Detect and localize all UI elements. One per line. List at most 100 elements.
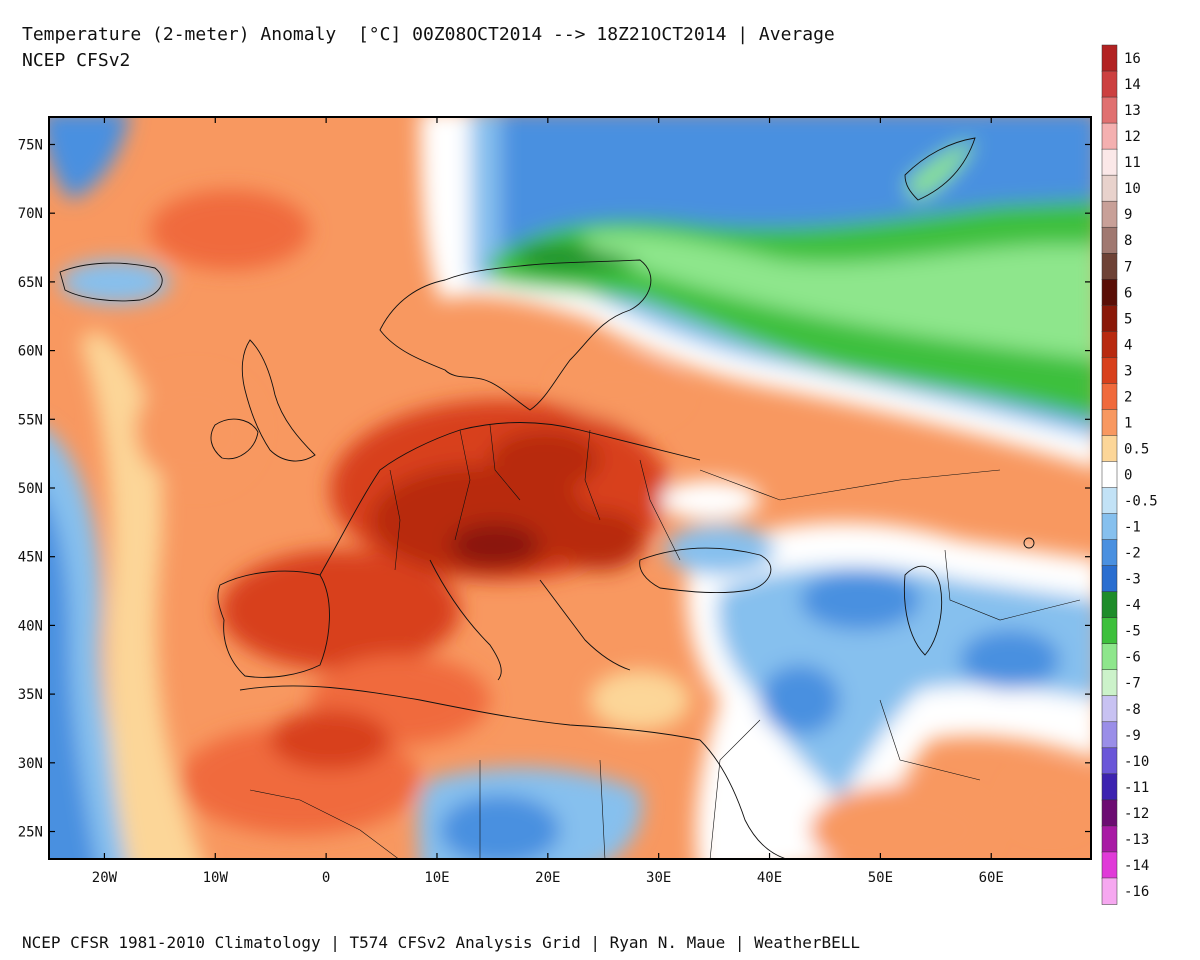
lat-tick-label: 65N — [18, 275, 43, 291]
colorbar-label: 2 — [1124, 389, 1132, 405]
caspian-coast — [903, 565, 943, 656]
lon-tick-label: 0 — [322, 870, 330, 886]
longitude-axis: 20W 10W 0 10E 20E 30E 40E 50E 60E — [92, 117, 1004, 886]
colorbar-swatch — [1101, 226, 1118, 254]
italy-coast — [429, 559, 502, 681]
romania-warm-core — [555, 510, 645, 570]
colorbar-label: 9 — [1124, 207, 1132, 223]
ireland-warm — [135, 375, 255, 485]
lat-tick-label: 75N — [18, 137, 43, 153]
colorbar-label: -4 — [1124, 598, 1141, 614]
lon-tick-label: 20E — [535, 870, 560, 886]
colorbar-swatch — [1101, 279, 1118, 307]
colorbar-swatch — [1101, 487, 1118, 515]
colorbar-label: -8 — [1124, 702, 1141, 718]
caspian-cool-core — [800, 570, 920, 630]
lat-tick-label: 70N — [18, 206, 43, 222]
north-atlantic-warm — [150, 190, 310, 270]
iberia-coast — [217, 570, 330, 678]
country-borders — [389, 424, 1081, 621]
iceland-cool — [60, 260, 170, 304]
great-britain-coast — [241, 339, 316, 462]
arabia-warm — [810, 785, 990, 859]
colorbar-swatch — [1101, 409, 1118, 437]
ireland-coast — [210, 418, 259, 460]
scandinavia-coast — [379, 259, 652, 411]
russia-cold-core — [580, 232, 1091, 359]
colorbar-label: 10 — [1124, 181, 1141, 197]
colorbar-label: -10 — [1124, 754, 1149, 770]
colorbar-swatch — [1101, 200, 1118, 228]
colorbar-legend: 16 14 13 12 11 10 9 8 7 6 5 4 3 2 1 0.5 0 -0.5 -1 -2 -3 -4 -5 -… — [1101, 44, 1158, 905]
colorbar-label: 1 — [1124, 415, 1132, 431]
colorbar-label: -0.5 — [1124, 494, 1158, 510]
colorbar-swatch — [1101, 565, 1118, 593]
lon-tick-label: 20W — [92, 870, 118, 886]
africa-asia-borders — [249, 699, 981, 859]
ukraine-neutral — [660, 480, 760, 520]
north-africa-coast — [239, 685, 701, 741]
lon-tick-label: 60E — [979, 870, 1004, 886]
colorbar-swatch — [1101, 799, 1118, 827]
coastlines — [59, 137, 1035, 859]
map-title: Temperature (2-meter) Anomaly [°C] 00Z08… — [22, 24, 835, 45]
balkans-coast — [539, 579, 631, 671]
iceland-coast — [59, 262, 163, 302]
colorbar-swatch — [1101, 695, 1118, 723]
colorbar-label: 14 — [1124, 77, 1141, 93]
colorbar-swatch — [1101, 669, 1118, 697]
colorbar-label: -6 — [1124, 650, 1141, 666]
lon-tick-label: 40E — [757, 870, 782, 886]
colorbar-swatch — [1101, 461, 1118, 489]
gulf-warm — [1010, 770, 1090, 830]
eastern-med-pale — [590, 670, 690, 730]
colorbar-label: -2 — [1124, 546, 1141, 562]
iran-cool-core — [960, 630, 1060, 690]
lat-tick-label: 30N — [18, 756, 43, 772]
north-europe-coast — [319, 422, 701, 576]
footer-credit: NCEP CFSR 1981-2010 Climatology | T574 C… — [22, 933, 861, 952]
colorbar-swatch — [1101, 148, 1118, 176]
colorbar-swatch — [1101, 122, 1118, 150]
map-subtitle: NCEP CFSv2 — [22, 50, 131, 71]
colorbar-label: -7 — [1124, 676, 1141, 692]
western-europe-warm — [220, 550, 460, 670]
colorbar-swatch — [1101, 174, 1118, 202]
colorbar-label: 11 — [1124, 155, 1141, 171]
colorbar-swatch — [1101, 721, 1118, 749]
colorbar-swatch — [1101, 305, 1118, 333]
lat-tick-label: 60N — [18, 344, 43, 360]
lat-tick-label: 35N — [18, 687, 43, 703]
lon-tick-label: 10E — [424, 870, 449, 886]
lat-tick-label: 45N — [18, 550, 43, 566]
lat-tick-label: 55N — [18, 412, 43, 428]
colorbar-swatch — [1101, 252, 1118, 281]
black-sea-cool — [665, 525, 775, 575]
novaya-zemlya-cold — [905, 140, 975, 200]
middle-east-cool — [717, 566, 1091, 800]
colorbar-swatch — [1101, 643, 1118, 671]
colorbar-swatch — [1101, 539, 1118, 567]
colorbar-swatch — [1101, 825, 1118, 853]
colorbar-label: 16 — [1124, 51, 1141, 67]
lake-outline — [1023, 537, 1035, 549]
black-sea-coast — [639, 547, 772, 594]
poland-warm-core — [490, 430, 600, 490]
colorbar-label: -12 — [1124, 806, 1149, 822]
colorbar-swatch — [1101, 747, 1118, 775]
colorbar-label: 0 — [1124, 468, 1132, 484]
colorbar-swatch — [1101, 617, 1118, 645]
sahara-warm-core — [270, 710, 390, 770]
colorbar-swatch — [1101, 357, 1118, 385]
lat-tick-label: 25N — [18, 825, 43, 841]
lon-tick-label: 10W — [203, 870, 229, 886]
colorbar-label: 6 — [1124, 285, 1132, 301]
lat-tick-label: 40N — [18, 618, 43, 634]
colorbar-swatch — [1101, 877, 1118, 905]
colorbar-swatch — [1101, 383, 1118, 411]
colorbar-swatch — [1101, 591, 1118, 619]
colorbar-label: 13 — [1124, 103, 1141, 119]
colorbar-label: -5 — [1124, 624, 1141, 640]
colorbar-swatch — [1101, 70, 1118, 98]
